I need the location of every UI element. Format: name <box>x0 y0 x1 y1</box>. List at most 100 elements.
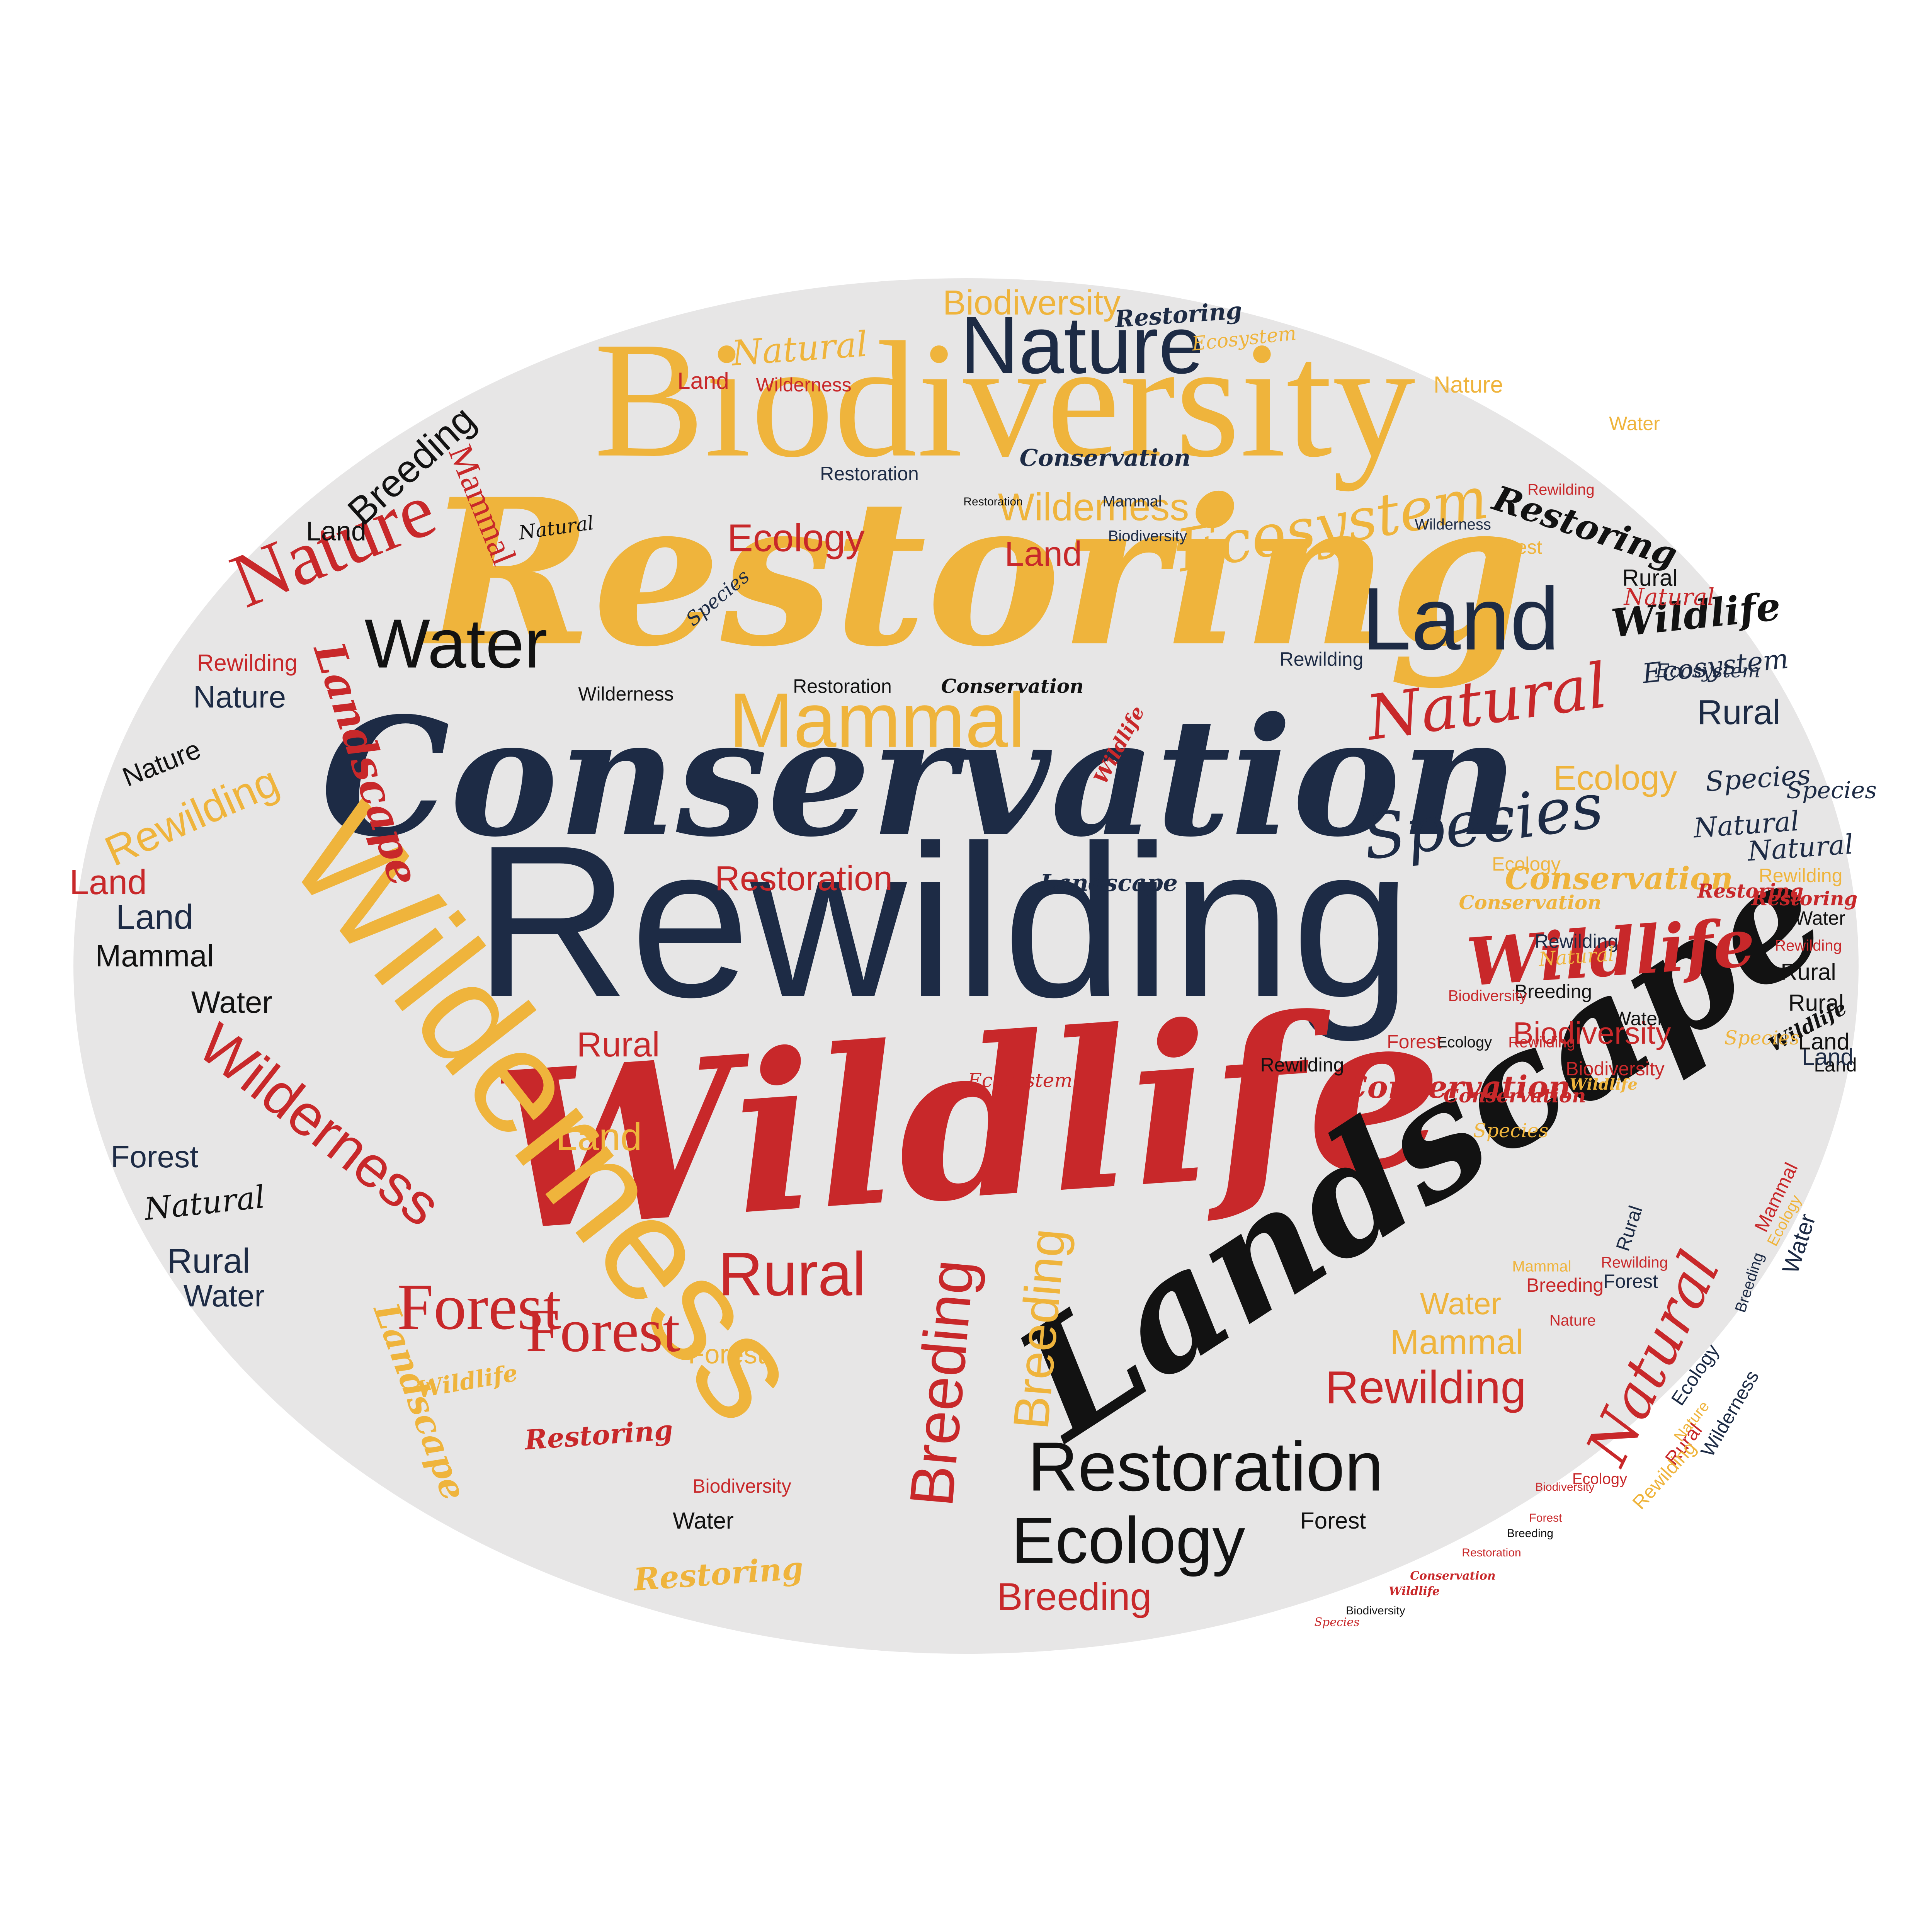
word-conservation: Conservation <box>1459 891 1601 914</box>
word-rewilding: Rewilding <box>1775 937 1842 954</box>
word-conservation: Conservation <box>1343 1069 1571 1105</box>
word-forest: Forest <box>526 1296 680 1365</box>
word-restoration: Restoration <box>963 495 1022 508</box>
word-forest: Forest <box>1487 536 1542 558</box>
word-forest: Forest <box>1300 1508 1366 1534</box>
word-land: Land <box>1362 569 1560 668</box>
word-species: Species <box>1704 759 1811 798</box>
word-species: Species <box>1786 777 1877 804</box>
word-ecosystem: Ecosystem <box>967 1069 1072 1092</box>
word-forest: Forest <box>688 1339 765 1369</box>
word-rewilding: Rewilding <box>1325 1362 1526 1413</box>
word-rewilding: Rewilding <box>1759 865 1843 886</box>
word-mammal: Mammal <box>1102 493 1162 510</box>
word-restoring: Restoring <box>1751 887 1858 910</box>
word-natural: Natural <box>730 324 869 374</box>
word-rewilding: Rewilding <box>1508 1034 1575 1051</box>
word-wilderness: Wilderness <box>1415 516 1491 533</box>
word-natural: Natural <box>1623 584 1715 611</box>
word-restoration: Restoration <box>820 463 919 485</box>
word-wildlife: Wildlife <box>1389 1585 1440 1598</box>
word-wildlife: Wildlife <box>1570 1075 1638 1094</box>
word-land: Land <box>677 368 729 394</box>
word-forest: Forest <box>1387 1031 1442 1053</box>
word-wilderness: Wilderness <box>578 683 673 705</box>
word-biodiversity: Biodiversity <box>594 308 1415 492</box>
word-species: Species <box>1724 1027 1799 1049</box>
word-nature: Nature <box>960 299 1204 390</box>
word-breeding: Breeding <box>997 1575 1151 1618</box>
word-biodiversity: Biodiversity <box>1108 528 1187 545</box>
word-rewilding: Rewilding <box>197 650 298 676</box>
word-forest: Forest <box>1603 1270 1658 1292</box>
word-water: Water <box>1420 1286 1501 1321</box>
word-biodiversity: Biodiversity <box>1535 1481 1594 1493</box>
word-rewilding: Rewilding <box>1280 648 1364 670</box>
word-breeding: Breeding <box>1515 981 1592 1002</box>
word-rural: Rural <box>1781 959 1836 985</box>
word-water: Water <box>673 1508 734 1534</box>
word-land: Land <box>306 516 366 546</box>
word-conservation: Conservation <box>321 682 1519 873</box>
word-natural: Natural <box>1692 805 1800 844</box>
word-water: Water <box>364 605 547 683</box>
ellipse-backdrop <box>73 278 1859 1654</box>
word-rewilding: Rewilding <box>1527 481 1594 498</box>
word-biodiversity: Biodiversity <box>943 284 1121 322</box>
word-land: Land <box>1798 1029 1849 1054</box>
word-ecosystem: Ecosystem <box>1655 660 1760 682</box>
word-nature: Nature <box>1549 1312 1596 1329</box>
word-rural: Rural <box>718 1239 866 1308</box>
word-layer: ConservationRewildingWildlifeRestoringBi… <box>70 284 1877 1629</box>
word-mammal: Mammal <box>1512 1258 1571 1275</box>
word-conservation: Conservation <box>1410 1569 1495 1583</box>
word-conservation: Conservation <box>1505 860 1733 896</box>
word-breeding: Breeding <box>1507 1527 1553 1540</box>
word-rural: Rural <box>1697 693 1780 732</box>
word-restoring: Restoring <box>1697 879 1804 902</box>
word-biodiversity: Biodiversity <box>1566 1058 1665 1080</box>
word-water: Water <box>1794 907 1845 929</box>
word-nature: Nature <box>193 680 286 714</box>
word-ecology: Ecology <box>1572 1471 1627 1488</box>
word-land: Land <box>556 1115 642 1158</box>
word-mammal: Mammal <box>729 677 1026 764</box>
word-breeding: Breeding <box>1526 1274 1604 1296</box>
word-rural: Rural <box>167 1242 250 1281</box>
word-forest: Forest <box>1529 1512 1562 1524</box>
word-ecology: Ecology <box>727 516 865 560</box>
word-rewilding: Rewilding <box>474 800 1412 1044</box>
word-conservation: Conservation <box>941 675 1083 697</box>
word-ecology: Ecology <box>1437 1034 1492 1051</box>
word-water: Water <box>1609 413 1660 434</box>
word-water: Water <box>184 1279 265 1313</box>
word-ecology: Ecology <box>1012 1504 1245 1577</box>
word-mammal: Mammal <box>1390 1323 1523 1362</box>
word-restoration: Restoration <box>715 859 893 898</box>
word-land: Land <box>1814 1054 1857 1076</box>
word-rewilding: Rewilding <box>1601 1254 1668 1271</box>
word-natural: Natural <box>1537 943 1615 971</box>
word-biodiversity: Biodiversity <box>1448 988 1527 1005</box>
word-rewilding: Rewilding <box>1535 930 1619 952</box>
word-ecology: Ecology <box>1492 853 1561 875</box>
word-land: Land <box>1005 535 1082 573</box>
word-natural: Natural <box>1746 828 1854 867</box>
word-rural: Rural <box>1622 565 1677 591</box>
word-rural: Rural <box>577 1026 660 1064</box>
word-restoration: Restoration <box>1462 1546 1521 1559</box>
word-water: Water <box>191 985 272 1019</box>
word-biodiversity: Biodiversity <box>692 1475 791 1497</box>
word-biodiversity: Biodiversity <box>1513 1016 1671 1050</box>
word-forest: Forest <box>397 1270 561 1343</box>
word-nature: Nature <box>1434 372 1503 398</box>
word-species: Species <box>1314 1616 1359 1629</box>
word-restoring: Restoring <box>420 455 1529 691</box>
word-wilderness: Wilderness <box>756 374 851 396</box>
word-landscape: Landscape <box>1039 870 1178 897</box>
word-land: Land <box>116 898 193 937</box>
word-rural: Rural <box>1788 990 1844 1016</box>
word-rewilding: Rewilding <box>1260 1054 1344 1076</box>
word-forest: Forest <box>111 1139 199 1174</box>
